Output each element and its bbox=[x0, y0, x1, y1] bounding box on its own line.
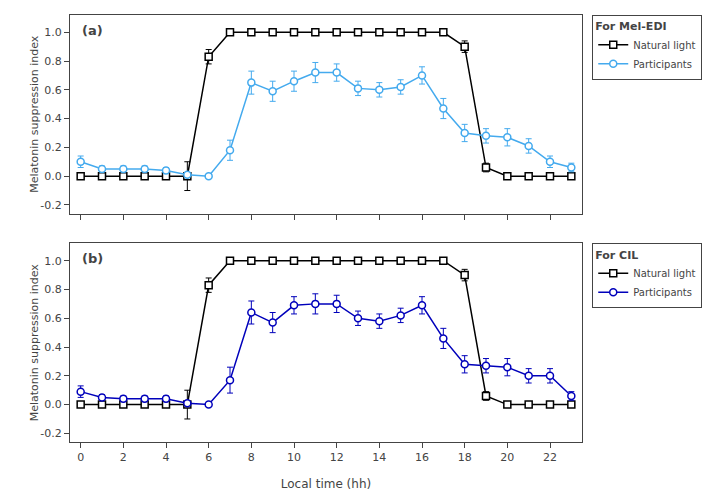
svg-text:(a): (a) bbox=[82, 23, 103, 38]
svg-text:Melatonin suppression index: Melatonin suppression index bbox=[28, 35, 41, 193]
svg-text:0.2: 0.2 bbox=[44, 141, 62, 154]
svg-text:0.6: 0.6 bbox=[44, 84, 62, 97]
svg-text:2: 2 bbox=[120, 451, 127, 464]
svg-text:22: 22 bbox=[543, 451, 557, 464]
svg-text:0.4: 0.4 bbox=[44, 341, 62, 354]
svg-text:Melatonin suppression index: Melatonin suppression index bbox=[28, 264, 41, 422]
svg-text:Local time (hh): Local time (hh) bbox=[281, 477, 371, 491]
svg-text:0.2: 0.2 bbox=[44, 370, 62, 383]
svg-text:12: 12 bbox=[330, 451, 344, 464]
svg-text:0.4: 0.4 bbox=[44, 112, 62, 125]
svg-text:For Mel-EDI: For Mel-EDI bbox=[595, 20, 666, 33]
svg-text:1.0: 1.0 bbox=[44, 26, 62, 39]
svg-text:Participants: Participants bbox=[633, 59, 692, 70]
svg-text:0: 0 bbox=[77, 451, 84, 464]
svg-text:Natural light: Natural light bbox=[633, 268, 695, 279]
svg-text:18: 18 bbox=[458, 451, 472, 464]
svg-text:20: 20 bbox=[500, 451, 514, 464]
svg-text:0.6: 0.6 bbox=[44, 312, 62, 325]
svg-text:(b): (b) bbox=[82, 251, 103, 266]
svg-text:14: 14 bbox=[372, 451, 386, 464]
svg-text:10: 10 bbox=[287, 451, 301, 464]
svg-text:-0.2: -0.2 bbox=[40, 199, 61, 212]
svg-text:16: 16 bbox=[415, 451, 429, 464]
svg-text:0.8: 0.8 bbox=[44, 55, 62, 68]
svg-text:8: 8 bbox=[248, 451, 255, 464]
svg-text:1.0: 1.0 bbox=[44, 255, 62, 268]
svg-text:6: 6 bbox=[205, 451, 212, 464]
svg-text:Natural light: Natural light bbox=[633, 40, 695, 51]
svg-text:0.0: 0.0 bbox=[44, 398, 62, 411]
svg-text:0.8: 0.8 bbox=[44, 283, 62, 296]
svg-text:0.0: 0.0 bbox=[44, 170, 62, 183]
svg-text:Participants: Participants bbox=[633, 287, 692, 298]
svg-text:4: 4 bbox=[163, 451, 170, 464]
svg-text:-0.2: -0.2 bbox=[40, 427, 61, 440]
svg-text:For CIL: For CIL bbox=[595, 249, 638, 262]
